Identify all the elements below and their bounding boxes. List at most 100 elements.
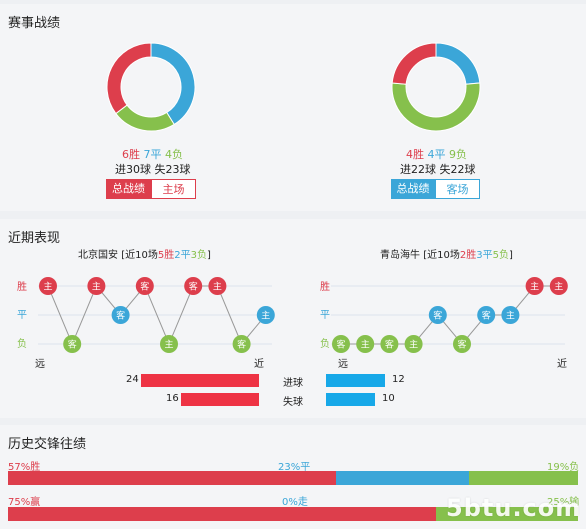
- scored-label: 进球: [283, 378, 303, 389]
- record-right-goals: 进22球 失22球: [400, 163, 476, 176]
- form-right-point: [428, 306, 447, 324]
- record-panel: [0, 4, 586, 211]
- h2h-row1-bar: [8, 471, 578, 485]
- form-right-point: [525, 277, 544, 295]
- h2h-row2-win-seg: [8, 507, 436, 521]
- form-right-venue-label: 主: [530, 281, 539, 293]
- donut-right-draw-slice: [435, 42, 481, 85]
- form-left-venue-label: 主: [164, 339, 173, 351]
- form-left-venue-label: 客: [140, 281, 149, 293]
- donut-left: [106, 42, 196, 132]
- form-right-point: [549, 277, 568, 295]
- record-left-goals: 进30球 失23球: [115, 163, 191, 176]
- form-left-venue-label: 客: [116, 310, 125, 322]
- form-right-venue-label: 客: [457, 339, 466, 351]
- section-title-recent: 近期表现: [8, 231, 61, 246]
- left-scored-value: 24: [126, 374, 139, 385]
- right-conceded-bar: [326, 393, 375, 406]
- axis-right-far: 远: [338, 359, 348, 370]
- h2h-row2-draw-label: 0%走: [282, 497, 308, 508]
- form-left-venue-label: 客: [68, 339, 77, 351]
- form-right-venue-label: 客: [433, 310, 442, 322]
- axis-left-win: 胜: [17, 282, 27, 293]
- donut-right: [391, 42, 481, 132]
- form-right-point: [453, 335, 471, 353]
- h2h-row1-draw-label: 23%平: [278, 462, 311, 473]
- left-scored-bar: [141, 374, 259, 387]
- donut-left-draw-slice: [150, 42, 196, 126]
- form-left-point: [232, 335, 251, 353]
- form-right-venue-label: 客: [336, 339, 345, 351]
- form-left-point: [87, 277, 106, 295]
- left-conceded-value: 16: [166, 393, 179, 404]
- form-right-point: [332, 335, 350, 353]
- form-left-venue-label: 主: [92, 281, 101, 293]
- form-left-venue-label: 主: [213, 281, 222, 293]
- recent-right-header: 青岛海牛 [近10场2胜3平5负]: [380, 250, 513, 261]
- donut-left-loss-slice: [115, 104, 175, 132]
- h2h-row2-bar: [8, 507, 578, 521]
- axis-left-draw: 平: [17, 310, 27, 321]
- form-left-point: [184, 277, 203, 295]
- record-right-wdl: 4胜 4平 9负: [406, 148, 467, 161]
- donut-left-win-slice: [106, 42, 152, 115]
- recent-left-header: 北京国安 [近10场5胜2平3负]: [78, 250, 211, 261]
- h2h-row2-loss-seg: [435, 507, 578, 521]
- form-right-venue-label: 主: [409, 339, 418, 351]
- conceded-label: 失球: [283, 397, 303, 408]
- form-right-line: [341, 285, 559, 345]
- form-right-point: [477, 306, 496, 324]
- axis-right-draw: 平: [320, 310, 330, 321]
- h2h-row1-win-label: 57%胜: [8, 462, 41, 473]
- form-left-line: [47, 285, 267, 346]
- form-right-venue-label: 客: [482, 310, 491, 322]
- form-left-point: [160, 335, 178, 353]
- form-right-point: [404, 335, 423, 353]
- axis-right-loss: 负: [320, 339, 330, 350]
- form-right-point: [501, 306, 520, 324]
- right-scored-value: 12: [392, 374, 405, 385]
- form-left-venue-label: 客: [189, 281, 198, 293]
- form-right-venue-label: 主: [554, 281, 563, 293]
- form-right-venue-label: 主: [361, 339, 370, 351]
- form-left-venue-label: 主: [261, 310, 270, 322]
- form-right-venue-label: 客: [385, 339, 394, 351]
- right-conceded-value: 10: [382, 393, 395, 404]
- h2h-row1-loss-label: 19%负: [547, 462, 580, 473]
- h2h-row1-win-seg: [8, 471, 337, 485]
- form-left-venue-label: 主: [43, 281, 52, 293]
- tab-right-away[interactable]: 客场: [435, 179, 480, 199]
- section-title-h2h: 历史交锋往绩: [8, 437, 87, 452]
- donut-right-win-slice: [391, 42, 437, 85]
- form-left-point: [208, 277, 227, 295]
- donut-right-loss-slice: [391, 82, 481, 132]
- axis-right-win: 胜: [320, 282, 330, 293]
- tab-right-overall[interactable]: 总战绩: [391, 179, 435, 199]
- form-left-point: [135, 277, 154, 295]
- axis-left-far: 远: [35, 359, 45, 370]
- section-title-record: 赛事战绩: [8, 16, 61, 31]
- form-right-point: [380, 335, 399, 353]
- right-scored-bar: [326, 374, 385, 387]
- form-left-point: [111, 306, 130, 324]
- record-left-wdl: 6胜 7平 4负: [122, 148, 183, 161]
- h2h-row2-win-label: 75%赢: [8, 497, 41, 508]
- h2h-row1-draw-seg: [336, 471, 469, 485]
- form-left-point: [63, 335, 82, 353]
- form-chart-right: 客主客主客客客 主主主: [331, 277, 568, 353]
- tab-left-home[interactable]: 主场: [151, 179, 196, 199]
- form-left-point: [39, 277, 57, 295]
- axis-left-near: 近: [254, 359, 264, 370]
- h2h-row1-loss-seg: [468, 471, 578, 485]
- watermark: 5btu.com: [446, 494, 582, 522]
- axis-right-near: 近: [557, 359, 567, 370]
- form-left-venue-label: 客: [237, 339, 246, 351]
- form-left-point: [256, 306, 275, 324]
- h2h-row2-loss-label: 25%输: [547, 497, 580, 508]
- form-right-venue-label: 主: [506, 310, 515, 322]
- form-right-point: [356, 335, 375, 353]
- axis-left-loss: 负: [17, 339, 27, 350]
- tab-left-overall[interactable]: 总战绩: [106, 179, 151, 199]
- left-conceded-bar: [180, 393, 259, 406]
